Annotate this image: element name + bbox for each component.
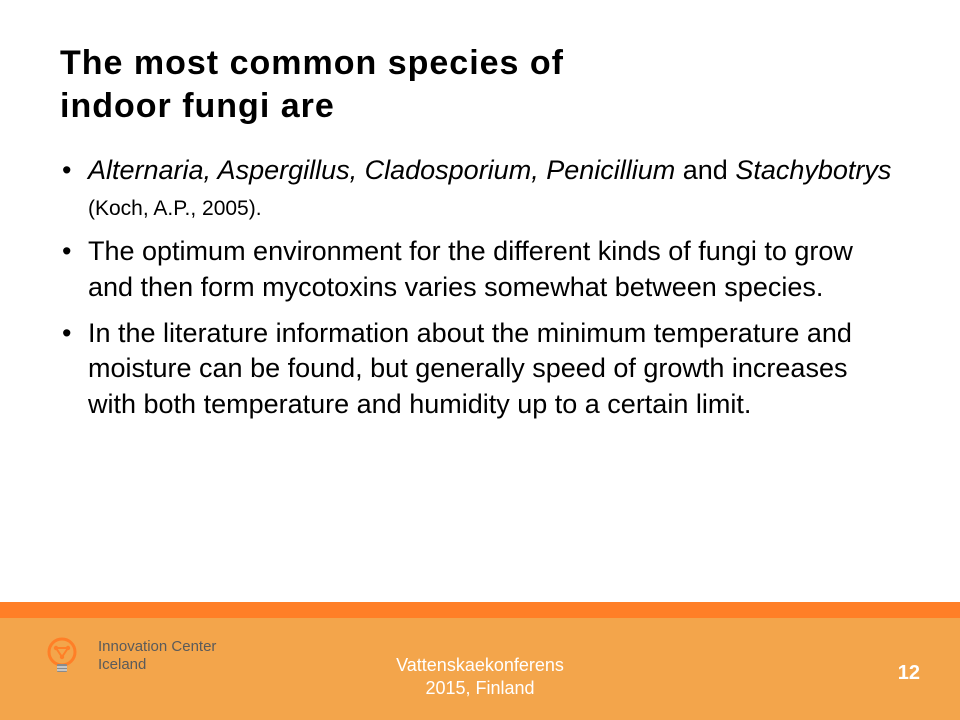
- logo-line-1: Innovation Center: [98, 638, 216, 656]
- content-region: The most common species of indoor fungi …: [0, 0, 960, 422]
- bullet-1: Alternaria, Aspergillus, Cladosporium, P…: [60, 153, 900, 224]
- lightbulb-icon: [38, 632, 86, 680]
- footer-band: Innovation Center Iceland Vattenskaekonf…: [0, 602, 960, 720]
- bullet-1-species2: Stachybotrys: [735, 155, 891, 185]
- bullet-1-cite: (Koch, A.P., 2005).: [88, 197, 262, 220]
- footer-logo-text: Innovation Center Iceland: [98, 638, 216, 674]
- logo-line-2: Iceland: [98, 656, 216, 674]
- footer-center-text: Vattenskaekonferens 2015, Finland: [396, 654, 564, 701]
- bullet-3: In the literature information about the …: [60, 316, 900, 423]
- bullet-1-and: and: [675, 155, 735, 185]
- footer-center-line1: Vattenskaekonferens: [396, 655, 564, 675]
- bullet-2: The optimum environment for the differen…: [60, 234, 900, 305]
- slide-title: The most common species of indoor fungi …: [60, 42, 900, 127]
- bullet-1-species: Alternaria, Aspergillus, Cladosporium, P…: [88, 155, 675, 185]
- page-number: 12: [898, 662, 920, 685]
- title-line-2: indoor fungi are: [60, 87, 335, 125]
- slide: The most common species of indoor fungi …: [0, 0, 960, 720]
- footer-logo: Innovation Center Iceland: [38, 632, 216, 680]
- footer-band-top: [0, 602, 960, 618]
- footer-center-line2: 2015, Finland: [425, 678, 534, 698]
- title-line-1: The most common species of: [60, 44, 564, 82]
- bullet-list: Alternaria, Aspergillus, Cladosporium, P…: [60, 153, 900, 422]
